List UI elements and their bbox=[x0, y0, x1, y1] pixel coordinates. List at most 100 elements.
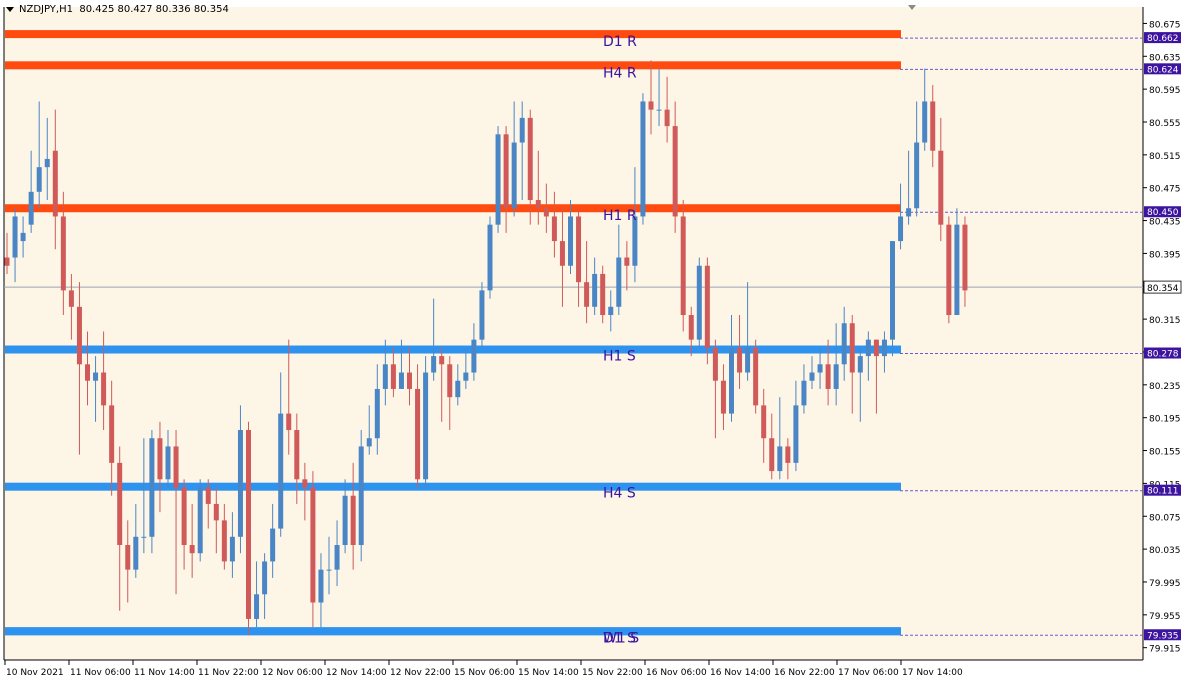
candle[interactable] bbox=[680, 200, 686, 332]
candle[interactable] bbox=[761, 388, 767, 463]
candle[interactable] bbox=[117, 446, 123, 611]
candle[interactable] bbox=[833, 323, 839, 406]
candle[interactable] bbox=[584, 241, 590, 324]
candle[interactable] bbox=[342, 479, 348, 554]
candle[interactable] bbox=[729, 315, 734, 422]
candle[interactable] bbox=[318, 553, 324, 628]
candle[interactable] bbox=[213, 487, 219, 554]
candle[interactable] bbox=[173, 430, 179, 595]
candle[interactable] bbox=[36, 101, 42, 209]
candle[interactable] bbox=[366, 405, 372, 455]
candle[interactable] bbox=[390, 347, 396, 398]
candle[interactable] bbox=[237, 405, 243, 554]
candle[interactable] bbox=[93, 356, 99, 422]
candle[interactable] bbox=[664, 76, 670, 143]
candle[interactable] bbox=[801, 364, 807, 414]
level-band-h4-s[interactable] bbox=[5, 482, 901, 491]
candle[interactable] bbox=[696, 257, 702, 348]
candle[interactable] bbox=[133, 503, 139, 578]
candle[interactable] bbox=[881, 331, 887, 373]
candle[interactable] bbox=[753, 339, 759, 414]
candle[interactable] bbox=[841, 306, 847, 381]
candle[interactable] bbox=[20, 216, 26, 258]
candle[interactable] bbox=[246, 421, 251, 636]
candle[interactable] bbox=[294, 413, 300, 504]
candle[interactable] bbox=[270, 503, 276, 578]
candle[interactable] bbox=[326, 536, 332, 595]
candle[interactable] bbox=[946, 216, 952, 324]
level-band-h1-r[interactable] bbox=[5, 204, 901, 213]
candle[interactable] bbox=[712, 339, 718, 439]
candle[interactable] bbox=[463, 347, 469, 389]
candle[interactable] bbox=[254, 561, 260, 628]
level-band-d1-r[interactable] bbox=[5, 30, 901, 39]
candle[interactable] bbox=[423, 356, 429, 488]
candle[interactable] bbox=[656, 68, 662, 127]
candle[interactable] bbox=[125, 520, 131, 603]
candle[interactable] bbox=[559, 208, 565, 307]
candle[interactable] bbox=[205, 479, 211, 529]
candle[interactable] bbox=[745, 282, 751, 381]
candle[interactable] bbox=[898, 183, 904, 250]
candle[interactable] bbox=[431, 298, 437, 381]
candle[interactable] bbox=[809, 356, 815, 389]
candle[interactable] bbox=[382, 339, 388, 406]
candle[interactable] bbox=[543, 183, 549, 233]
candle[interactable] bbox=[221, 503, 227, 570]
candle[interactable] bbox=[447, 356, 453, 431]
candle[interactable] bbox=[455, 364, 461, 406]
level-band-h4-r[interactable] bbox=[5, 61, 901, 70]
candle[interactable] bbox=[479, 282, 485, 348]
candle[interactable] bbox=[310, 471, 316, 628]
shift-marker-icon[interactable] bbox=[908, 5, 916, 10]
candle[interactable] bbox=[12, 208, 18, 283]
candle[interactable] bbox=[415, 364, 421, 488]
candle[interactable] bbox=[109, 380, 115, 496]
candle[interactable] bbox=[181, 479, 187, 570]
candle[interactable] bbox=[600, 265, 606, 324]
candle[interactable] bbox=[278, 372, 284, 537]
candle[interactable] bbox=[873, 339, 879, 414]
candle[interactable] bbox=[962, 216, 968, 307]
candle[interactable] bbox=[334, 520, 340, 587]
candle[interactable] bbox=[777, 397, 783, 480]
candle[interactable] bbox=[906, 150, 912, 225]
candle[interactable] bbox=[407, 347, 412, 406]
candle[interactable] bbox=[149, 430, 155, 554]
candle[interactable] bbox=[503, 126, 509, 233]
candle[interactable] bbox=[229, 512, 235, 578]
candle[interactable] bbox=[358, 430, 364, 562]
candle[interactable] bbox=[519, 101, 525, 201]
candle[interactable] bbox=[141, 438, 147, 554]
candle[interactable] bbox=[44, 117, 50, 201]
candle[interactable] bbox=[704, 257, 710, 365]
candle[interactable] bbox=[535, 150, 541, 225]
candle[interactable] bbox=[165, 430, 171, 488]
candle[interactable] bbox=[374, 364, 380, 455]
candle[interactable] bbox=[262, 553, 268, 619]
candle[interactable] bbox=[632, 167, 638, 283]
candle[interactable] bbox=[737, 315, 743, 389]
candle[interactable] bbox=[576, 208, 582, 307]
candle[interactable] bbox=[189, 503, 195, 578]
candle[interactable] bbox=[769, 413, 775, 480]
candle[interactable] bbox=[914, 101, 920, 217]
dropdown-triangle-icon[interactable] bbox=[6, 6, 14, 12]
candle[interactable] bbox=[4, 232, 10, 274]
candle[interactable] bbox=[286, 339, 292, 455]
candle[interactable] bbox=[954, 208, 960, 316]
candle[interactable] bbox=[28, 150, 34, 233]
candle[interactable] bbox=[68, 273, 74, 340]
level-band-h1-s[interactable] bbox=[5, 345, 901, 354]
candle[interactable] bbox=[938, 117, 944, 242]
candle[interactable] bbox=[350, 462, 356, 570]
candle[interactable] bbox=[568, 200, 573, 274]
level-band-w1-s[interactable] bbox=[5, 627, 901, 636]
candle[interactable] bbox=[551, 191, 557, 258]
candle[interactable] bbox=[592, 257, 598, 316]
candle[interactable] bbox=[76, 282, 82, 455]
candle[interactable] bbox=[849, 315, 855, 414]
candle[interactable] bbox=[720, 364, 726, 431]
candle[interactable] bbox=[197, 479, 203, 562]
